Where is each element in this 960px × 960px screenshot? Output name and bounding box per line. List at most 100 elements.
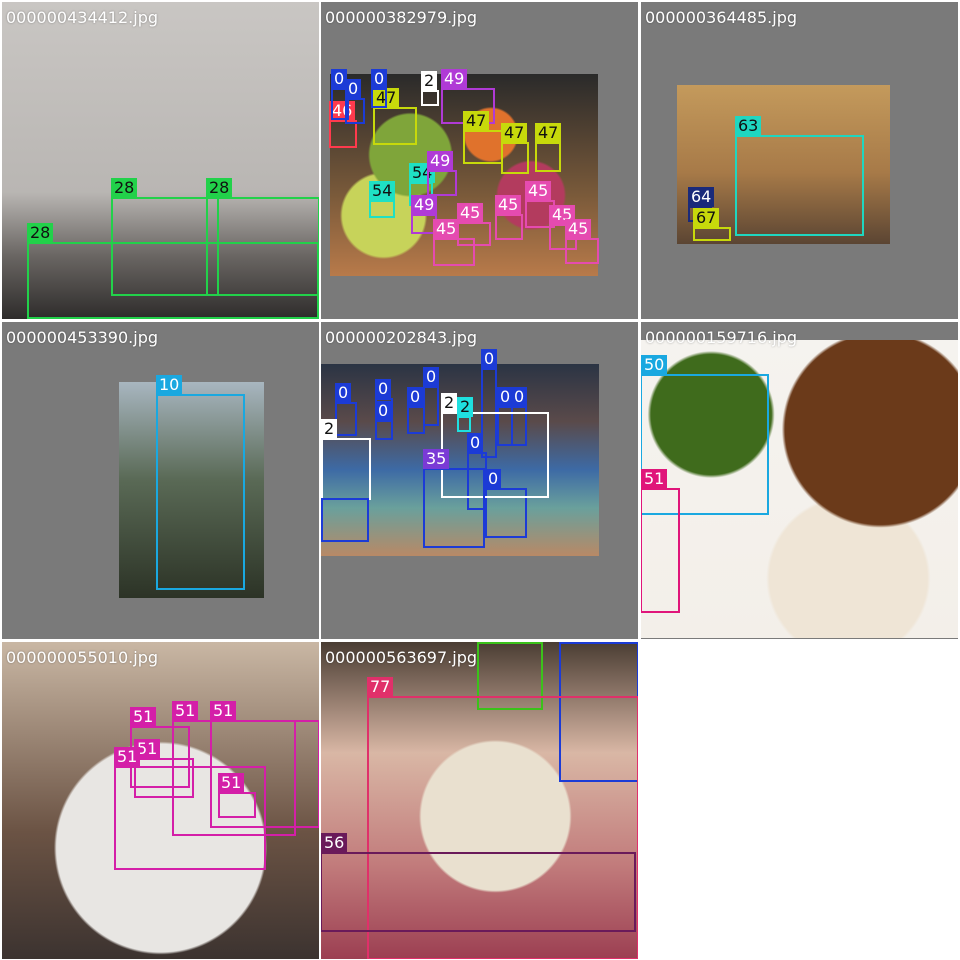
image-tile[interactable]: 000000364485.jpg 63 64 67 [641,2,958,319]
bounding-box: 2 [421,71,439,106]
image-tile[interactable]: 000000453390.jpg 10 [2,322,319,639]
class-label: 0 [481,349,498,369]
bounding-box: 47 [463,111,503,164]
bounding-box: 2 [457,397,474,432]
class-label: 50 [641,355,668,375]
bounding-box: 51 [210,701,319,828]
class-label: 28 [206,178,233,198]
image-tile[interactable]: 000000159716.jpg 50 51 [641,322,958,639]
image-tile[interactable]: 000000563697.jpg 73 0 77 56 [321,642,638,959]
bounding-box: 77 [367,677,638,959]
bounding-box: 45 [495,195,523,240]
bounding-box: 35 [423,449,485,548]
bounding-box: 47 [501,123,529,174]
class-label: 0 [331,69,348,89]
image-filename: 000000453390.jpg [6,328,158,347]
class-label: 45 [565,219,592,239]
class-label: 47 [535,123,562,143]
scene-photo [641,340,958,638]
class-label: 63 [735,116,762,136]
class-label: 0 [345,79,362,99]
class-label: 51 [114,747,141,767]
class-label: 0 [371,69,388,89]
bounding-box: 10 [156,375,245,590]
class-label: 49 [427,151,454,171]
image-tile[interactable]: 000000055010.jpg 51 51 51 51 51 51 [2,642,319,959]
class-label: 47 [501,123,528,143]
class-label: 0 [467,433,484,453]
class-label: 0 [497,387,514,407]
bounding-box: 54 [369,181,396,218]
class-label: 0 [511,387,528,407]
class-label: 51 [130,707,157,727]
class-label: 35 [423,449,450,469]
class-label: 0 [375,401,392,421]
bounding-box: 0 [331,69,349,120]
bounding-box: 49 [411,195,438,234]
image-tile[interactable]: 000000434412.jpg 28 28 28 [2,2,319,319]
image-filename: 000000563697.jpg [325,648,477,667]
bounding-box: 73 [477,642,543,710]
bounding-box: 0 [345,79,365,124]
bounding-box: 0 [371,69,388,108]
image-filename: 000000382979.jpg [325,8,477,27]
class-label: 2 [321,419,338,439]
bounding-box: 0 [423,367,440,426]
bounding-box: 0 [407,387,425,434]
class-label: 51 [172,701,199,721]
bounding-box: 0 [511,387,528,446]
bounding-box: 2 [321,419,371,500]
image-filename: 000000434412.jpg [6,8,158,27]
bounding-box: 28 [27,223,319,319]
class-label: 51 [218,773,245,793]
bounding-box: 67 [693,208,731,241]
image-tile[interactable]: 000000382979.jpg 46 49 2 47 47 47 47 54 … [321,2,638,319]
class-label: 51 [210,701,237,721]
class-label: 0 [335,383,352,403]
bounding-box [321,498,369,542]
bounding-box: 50 [641,355,769,515]
class-label: 73 [477,642,504,644]
class-label: 77 [367,677,394,697]
scene-photo [2,642,319,959]
class-label: 28 [27,223,54,243]
image-tile[interactable]: 000000202843.jpg 0 0 0 0 0 0 0 0 0 0 [321,322,638,639]
class-label: 51 [134,739,161,759]
bounding-box: 51 [134,739,194,798]
image-filename: 000000055010.jpg [6,648,158,667]
scene-photo [2,2,319,319]
bounding-box: 64 [688,187,715,222]
class-label: 0 [559,642,576,644]
class-label: 49 [441,69,468,89]
image-filename: 000000159716.jpg [645,328,797,347]
class-label: 0 [423,367,440,387]
bounding-box: 49 [427,151,457,196]
bounding-box: 46 [329,101,357,148]
class-label: 0 [407,387,424,407]
class-label: 64 [688,187,715,207]
class-label: 10 [156,375,183,395]
class-label: 45 [433,219,460,239]
bounding-box: 0 [375,401,393,440]
class-label: 2 [441,393,458,413]
bounding-box: 45 [457,203,491,246]
class-label: 45 [495,195,522,215]
bounding-box: 47 [535,123,562,172]
class-label: 0 [375,379,392,399]
bounding-box: 0 [497,387,514,446]
bounding-box: 51 [114,747,266,870]
class-label: 0 [485,469,502,489]
class-label: 28 [111,178,138,198]
empty-tile [641,642,958,959]
class-label: 67 [693,208,720,228]
class-label: 45 [457,203,484,223]
class-label: 49 [411,195,438,215]
bounding-box: 47 [373,88,417,145]
bounding-box: 56 [321,833,636,932]
bounding-box: 0 [335,383,357,436]
image-filename: 000000364485.jpg [645,8,797,27]
class-label: 2 [421,71,438,91]
class-label: 2 [457,397,474,417]
class-label: 47 [463,111,490,131]
